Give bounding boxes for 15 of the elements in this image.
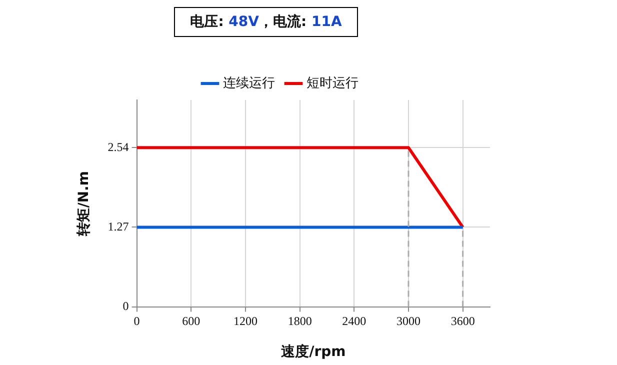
x-tick-label: 1800 — [288, 314, 312, 328]
x-tick-label: 3600 — [450, 314, 475, 328]
x-tick-label: 3000 — [396, 314, 420, 328]
y-tick-label: 0 — [122, 298, 129, 313]
y-axis-title: 转矩/N.m — [76, 171, 92, 237]
x-tick-label: 600 — [182, 314, 200, 328]
x-tick-label: 2400 — [342, 314, 366, 328]
y-tick-label: 1.27 — [108, 219, 129, 234]
x-axis-title: 速度/rpm — [280, 343, 346, 360]
legend-label: 连续运行 — [223, 76, 275, 91]
x-tick-label: 1200 — [233, 314, 258, 328]
y-tick-label: 2.54 — [108, 140, 129, 154]
legend-label: 短时运行 — [306, 76, 358, 91]
chart-title: 电压: 48V，电流: 11A — [190, 14, 342, 30]
x-tick-label: 0 — [134, 314, 140, 328]
